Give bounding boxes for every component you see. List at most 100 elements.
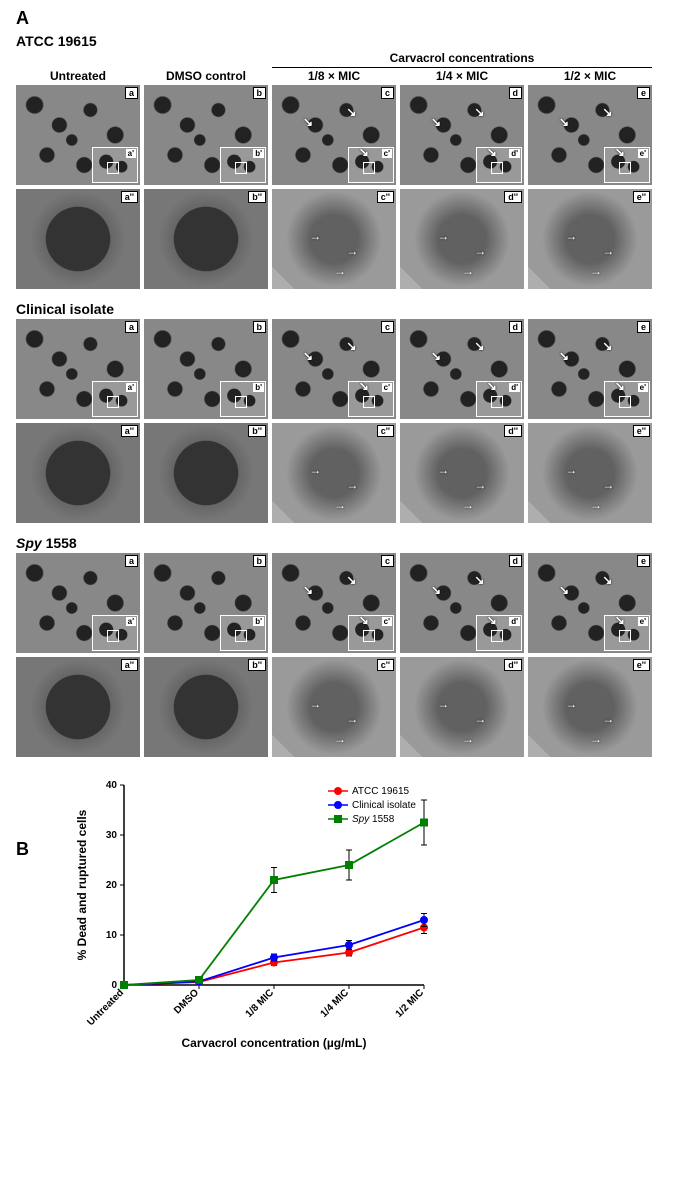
micrograph-lowmag: bb' xyxy=(144,553,268,653)
subpanel-label: b'' xyxy=(248,659,266,671)
micrograph-lowmag: dd'↘↘↘ xyxy=(400,85,524,185)
strain-label: Clinical isolate xyxy=(16,301,677,317)
micrograph-inset: d' xyxy=(476,615,522,651)
arrow-annotation: ↘ xyxy=(487,613,497,627)
col-header: 1/2 × MIC xyxy=(528,69,652,83)
subpanel-label: d'' xyxy=(504,425,522,437)
micrograph-inset: e' xyxy=(604,381,650,417)
svg-text:1/2 MIC: 1/2 MIC xyxy=(394,987,427,1020)
arrow-annotation: → xyxy=(462,498,474,512)
subpanel-label: d xyxy=(509,87,523,99)
arrow-annotation: → xyxy=(334,732,346,746)
subpanel-label: c xyxy=(381,321,394,333)
micrograph-highmag: a'' xyxy=(16,189,140,289)
svg-text:Carvacrol concentration (µg/mL: Carvacrol concentration (µg/mL) xyxy=(182,1036,367,1050)
arrow-annotation: ↘ xyxy=(559,583,569,597)
subpanel-label: e'' xyxy=(633,191,650,203)
subpanel-label: a' xyxy=(126,383,136,392)
micrograph-lowmag: bb' xyxy=(144,85,268,185)
subpanel-label: e' xyxy=(638,617,648,626)
arrow-annotation: ↘ xyxy=(615,613,625,627)
micrograph-lowmag: dd'↘↘↘ xyxy=(400,319,524,419)
micrograph-lowmag: aa' xyxy=(16,319,140,419)
subpanel-label: b' xyxy=(253,383,264,392)
arrow-annotation: ↘ xyxy=(474,105,484,119)
micrograph-lowmag: bb' xyxy=(144,319,268,419)
carvacrol-title: Carvacrol concentrations xyxy=(272,51,652,68)
strain-block: aa'bb'cc'↘↘↘dd'↘↘↘ee'↘↘↘a''b''c''→→→d''→… xyxy=(16,553,669,757)
micrograph-highmag: d''→→→ xyxy=(400,657,524,757)
micrograph-highmag: d''→→→ xyxy=(400,189,524,289)
arrow-annotation: → xyxy=(602,478,614,492)
col-header: Untreated xyxy=(16,69,140,83)
arrow-annotation: → xyxy=(474,244,486,258)
arrow-annotation: → xyxy=(474,712,486,726)
micrograph-inset: b' xyxy=(220,147,266,183)
subpanel-label: c'' xyxy=(377,191,394,203)
micrograph-inset: c' xyxy=(348,381,394,417)
subpanel-label: c' xyxy=(382,149,392,158)
arrow-annotation: ↘ xyxy=(303,349,313,363)
arrow-annotation: ↘ xyxy=(474,339,484,353)
arrow-annotation: ↘ xyxy=(359,379,369,393)
micrograph-inset: b' xyxy=(220,615,266,651)
arrow-annotation: → xyxy=(346,244,358,258)
micrograph-inset: c' xyxy=(348,615,394,651)
arrow-annotation: → xyxy=(590,732,602,746)
micrograph-lowmag: ee'↘↘↘ xyxy=(528,85,652,185)
arrow-annotation: ↘ xyxy=(346,339,356,353)
subpanel-label: a xyxy=(125,87,138,99)
micrograph-inset: a' xyxy=(92,615,138,651)
svg-text:Clinical isolate: Clinical isolate xyxy=(352,800,416,811)
svg-text:30: 30 xyxy=(106,830,118,841)
micrograph-lowmag: cc'↘↘↘ xyxy=(272,319,396,419)
arrow-annotation: → xyxy=(437,697,449,711)
svg-text:ATCC 19615: ATCC 19615 xyxy=(352,786,410,797)
subpanel-label: b'' xyxy=(248,425,266,437)
arrow-annotation: ↘ xyxy=(431,349,441,363)
arrow-annotation: → xyxy=(309,697,321,711)
subpanel-label: e xyxy=(637,321,650,333)
arrow-annotation: ↘ xyxy=(559,115,569,129)
arrow-annotation: → xyxy=(346,478,358,492)
subpanel-label: a'' xyxy=(121,659,138,671)
arrow-annotation: → xyxy=(602,244,614,258)
arrow-annotation: → xyxy=(437,463,449,477)
strain-block: aa'bb'cc'↘↘↘dd'↘↘↘ee'↘↘↘a''b''c''→→→d''→… xyxy=(16,85,669,289)
arrow-annotation: ↘ xyxy=(487,145,497,159)
subpanel-label: c' xyxy=(382,617,392,626)
panel-a-container: ATCC 19615UntreatedDMSO controlCarvacrol… xyxy=(8,33,677,757)
svg-text:1/8 MIC: 1/8 MIC xyxy=(244,987,277,1020)
svg-text:20: 20 xyxy=(106,880,118,891)
svg-text:Untreated: Untreated xyxy=(85,987,126,1028)
arrow-annotation: → xyxy=(565,697,577,711)
arrow-annotation: ↘ xyxy=(359,613,369,627)
micrograph-lowmag: aa' xyxy=(16,553,140,653)
arrow-annotation: → xyxy=(565,463,577,477)
arrow-annotation: ↘ xyxy=(602,105,612,119)
arrow-annotation: → xyxy=(602,712,614,726)
micrograph-highmag: c''→→→ xyxy=(272,423,396,523)
arrow-annotation: ↘ xyxy=(474,573,484,587)
arrow-annotation: → xyxy=(437,229,449,243)
arrow-annotation: → xyxy=(565,229,577,243)
subpanel-label: c xyxy=(381,87,394,99)
micrograph-highmag: b'' xyxy=(144,189,268,289)
strain-label: Spy 1558 xyxy=(16,535,677,551)
subpanel-label: d' xyxy=(509,617,520,626)
svg-text:1/4 MIC: 1/4 MIC xyxy=(319,987,352,1020)
arrow-annotation: → xyxy=(309,463,321,477)
micrograph-highmag: a'' xyxy=(16,657,140,757)
subpanel-label: c xyxy=(381,555,394,567)
col-header: 1/4 × MIC xyxy=(400,69,524,83)
micrograph-lowmag: cc'↘↘↘ xyxy=(272,553,396,653)
arrow-annotation: ↘ xyxy=(602,339,612,353)
arrow-annotation: ↘ xyxy=(303,115,313,129)
arrow-annotation: ↘ xyxy=(303,583,313,597)
micrograph-inset: e' xyxy=(604,615,650,651)
arrow-annotation: ↘ xyxy=(615,145,625,159)
subpanel-label: d'' xyxy=(504,659,522,671)
micrograph-highmag: b'' xyxy=(144,423,268,523)
arrow-annotation: → xyxy=(309,229,321,243)
subpanel-label: b'' xyxy=(248,191,266,203)
